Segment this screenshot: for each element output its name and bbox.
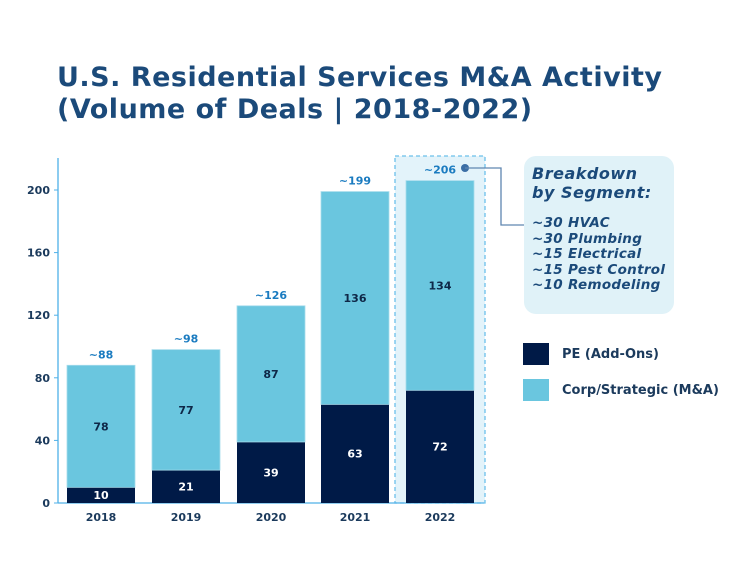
legend-swatch-pe — [523, 343, 549, 365]
data-label-corp: 87 — [263, 368, 278, 381]
callout-heading-1: Breakdown — [532, 164, 638, 183]
y-tick-label: 0 — [42, 497, 50, 510]
legend-item-pe: PE (Add-Ons) — [523, 343, 659, 365]
data-label-corp: 77 — [178, 404, 193, 417]
bar-corp — [405, 180, 475, 391]
x-tick-label: 2021 — [340, 511, 371, 524]
data-label-pe: 72 — [432, 441, 447, 454]
bar-pe — [152, 470, 220, 503]
legend-label-pe: PE (Add-Ons) — [562, 346, 659, 362]
total-label: ~98 — [174, 333, 199, 346]
bar-pe — [237, 441, 305, 503]
data-label-pe: 10 — [93, 489, 109, 502]
y-tick-label: 80 — [35, 372, 51, 385]
y-tick-label: 40 — [35, 434, 51, 447]
title-line-1: U.S. Residential Services M&A Activity — [57, 62, 663, 93]
y-tick-label: 120 — [27, 309, 50, 322]
bar-corp — [66, 364, 136, 488]
bar-pe — [321, 404, 389, 503]
y-tick-label: 200 — [27, 184, 50, 197]
bar-pe — [406, 390, 474, 503]
callout-item: ~30 HVAC — [532, 215, 610, 231]
legend-label-corp: Corp/Strategic (M&A) — [562, 382, 719, 398]
x-tick-label: 2020 — [256, 511, 287, 524]
total-label: ~126 — [255, 289, 288, 302]
legend-swatch-corp — [523, 379, 549, 401]
bar-corp — [236, 305, 306, 443]
title-line-2: (Volume of Deals | 2018-2022) — [57, 94, 533, 125]
x-tick-label: 2022 — [425, 511, 456, 524]
data-label-corp: 136 — [344, 292, 367, 305]
callout-item: ~15 Pest Control — [532, 261, 666, 278]
data-label-corp: 134 — [429, 279, 452, 292]
bar-corp — [151, 349, 221, 471]
callout-connector — [465, 167, 524, 226]
bar-corp — [320, 191, 390, 405]
segment-callout: Breakdown by Segment: ~30 HVAC ~30 Plumb… — [524, 156, 674, 314]
data-label-pe: 21 — [178, 481, 193, 494]
callout-item: ~10 Remodeling — [532, 277, 661, 293]
x-tick-label: 2019 — [171, 511, 202, 524]
data-label-pe: 63 — [347, 448, 362, 461]
callout-item: ~30 Plumbing — [532, 230, 643, 247]
data-label-pe: 39 — [263, 466, 278, 479]
x-tick-label: 2018 — [86, 511, 117, 524]
data-label-corp: 78 — [93, 420, 108, 433]
total-label: ~199 — [339, 175, 371, 188]
callout-item: ~15 Electrical — [532, 246, 642, 262]
total-label: ~206 — [424, 164, 457, 177]
legend-item-corp: Corp/Strategic (M&A) — [523, 379, 719, 401]
chart-title: U.S. Residential Services M&A Activity (… — [57, 62, 662, 126]
total-label: ~88 — [89, 348, 114, 361]
callout-heading-2: by Segment: — [532, 183, 652, 202]
bar-pe — [67, 487, 135, 503]
y-tick-label: 160 — [27, 247, 50, 260]
